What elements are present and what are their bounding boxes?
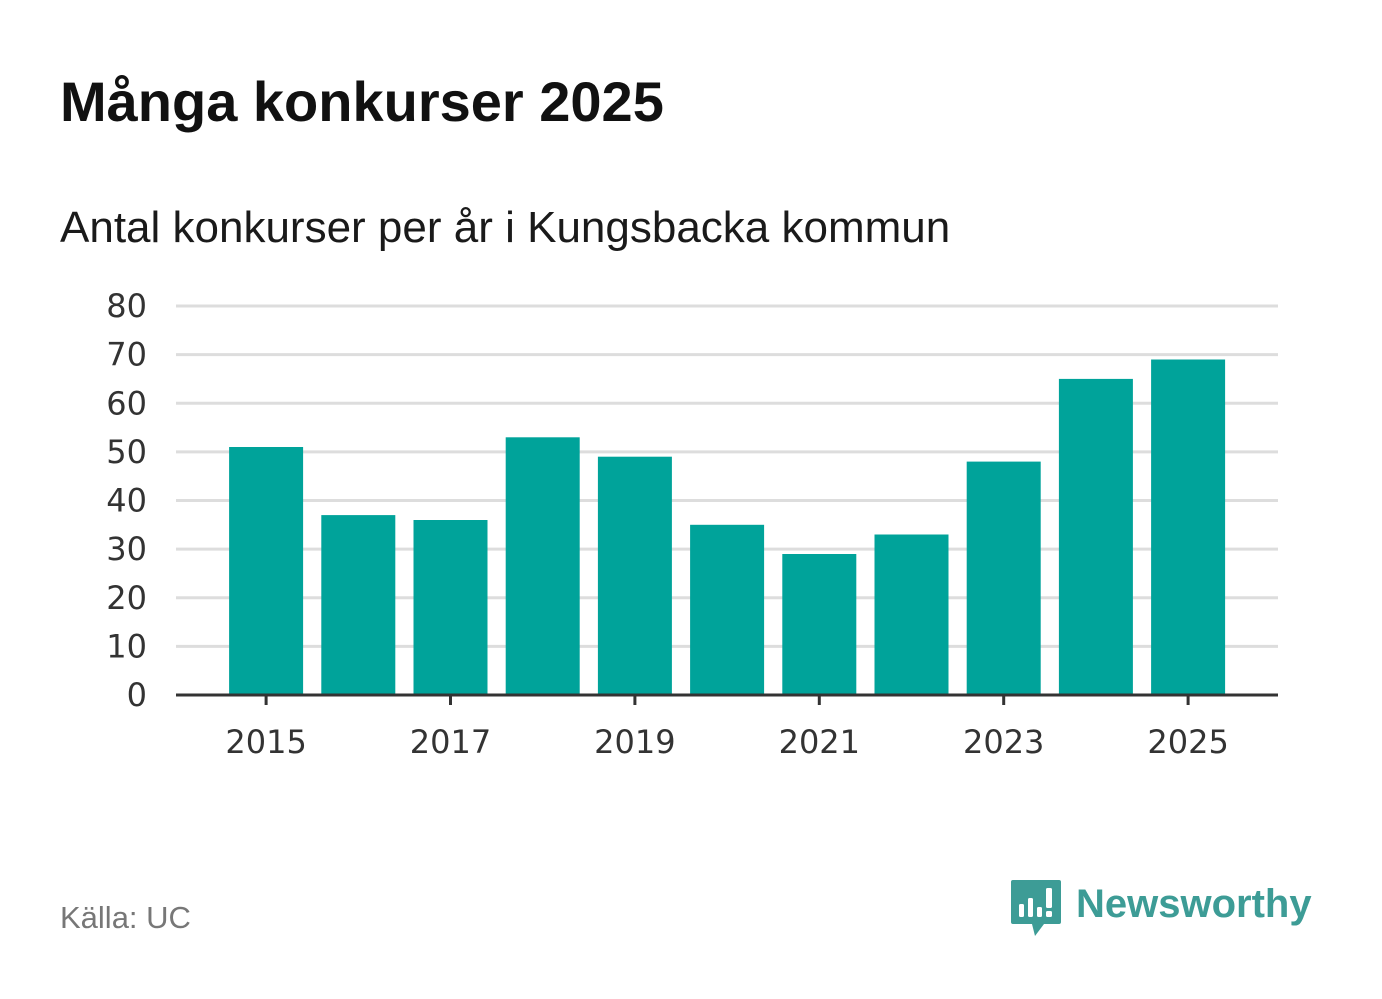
bar-2021 bbox=[782, 554, 857, 695]
bar-2020 bbox=[690, 524, 765, 695]
axes bbox=[176, 693, 1278, 705]
x-tick-label-2019: 2019 bbox=[594, 723, 675, 761]
tick-labels: 0 10 20 30 40 50 60 70 80 2015 2017 2019 2021 2023 202… bbox=[106, 287, 1229, 761]
y-tick-label-30: 30 bbox=[106, 530, 147, 568]
chart-title: Många konkurser 2025 bbox=[60, 70, 664, 133]
bar-2019 bbox=[597, 456, 672, 695]
y-tick-label-80: 80 bbox=[106, 287, 147, 325]
x-tick-label-2025: 2025 bbox=[1147, 723, 1228, 761]
y-tick-label-40: 40 bbox=[106, 482, 147, 520]
source-note: Källa: UC bbox=[60, 900, 191, 935]
bars bbox=[229, 359, 1226, 695]
bar-2015 bbox=[229, 447, 304, 695]
bar-2018 bbox=[505, 437, 580, 695]
bar-2024 bbox=[1058, 378, 1133, 695]
x-tick-label-2015: 2015 bbox=[225, 723, 306, 761]
y-tick-label-10: 10 bbox=[106, 627, 147, 665]
bar-2017 bbox=[413, 520, 488, 695]
bar-2025 bbox=[1151, 359, 1226, 695]
brand-logo[interactable]: Newsworthy bbox=[1010, 878, 1312, 942]
bar-chart: 0 10 20 30 40 50 60 70 80 2015 2017 2019 2021 2023 202… bbox=[106, 287, 1278, 761]
brand-name: Newsworthy bbox=[1076, 882, 1312, 926]
x-tick-label-2021: 2021 bbox=[779, 723, 860, 761]
bar-2016 bbox=[321, 515, 396, 695]
x-tick-label-2017: 2017 bbox=[410, 723, 491, 761]
y-tick-label-0: 0 bbox=[127, 676, 147, 714]
bar-2023 bbox=[966, 461, 1041, 695]
y-tick-label-60: 60 bbox=[106, 384, 147, 422]
y-tick-label-20: 20 bbox=[106, 579, 147, 617]
bar-2022 bbox=[874, 534, 949, 695]
y-tick-label-50: 50 bbox=[106, 433, 147, 471]
newsworthy-logo-icon bbox=[1011, 880, 1061, 936]
chart-subtitle: Antal konkurser per år i Kungsbacka komm… bbox=[60, 203, 951, 252]
x-tick-label-2023: 2023 bbox=[963, 723, 1044, 761]
y-tick-label-70: 70 bbox=[106, 336, 147, 374]
